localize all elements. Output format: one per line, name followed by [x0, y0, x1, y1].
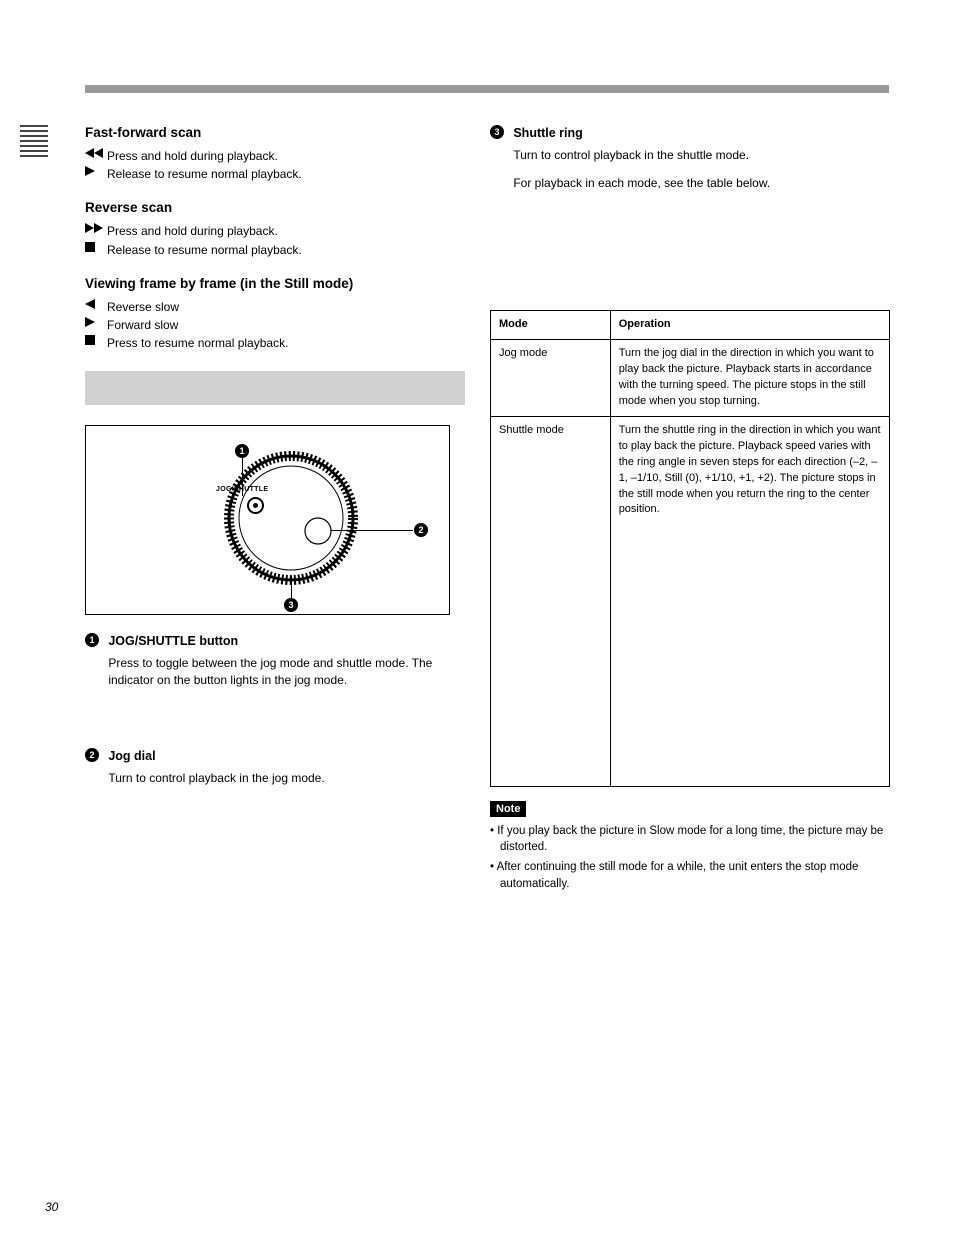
- callout-3-line: [291, 576, 292, 600]
- callout-2-bullet: 2: [414, 523, 428, 537]
- step-3-text1: Turn to control playback in the shuttle …: [513, 147, 883, 164]
- slow-right-text: Forward slow: [107, 317, 178, 333]
- jog-dial-graphic: [221, 448, 361, 588]
- note-1: If you play back the picture in Slow mod…: [490, 823, 890, 856]
- step-2-text: Turn to control playback in the jog mode…: [108, 770, 458, 787]
- step-3-text2: For playback in each mode, see the table…: [513, 175, 883, 192]
- fast-forward-icon: [85, 223, 107, 233]
- cell-jog-mode: Jog mode: [491, 340, 611, 417]
- page-number: 30: [45, 1200, 58, 1214]
- step-2-bullet: 2: [85, 748, 99, 762]
- play-icon: [85, 166, 107, 176]
- callout-3-bullet: 3: [284, 598, 298, 612]
- step-3-bullet: 3: [490, 125, 504, 139]
- reverse-scan-section: Reverse scan Press and hold during playb…: [85, 200, 465, 257]
- slow-section: Viewing frame by frame (in the Still mod…: [85, 276, 465, 352]
- right-column: 3 Shuttle ring Turn to control playback …: [490, 125, 890, 895]
- left-column: Fast-forward scan Press and hold during …: [85, 125, 465, 787]
- th-operation: Operation: [610, 311, 889, 340]
- reverse-row2-text: Release to resume normal playback.: [107, 242, 302, 258]
- step-fwd-icon: [85, 317, 107, 327]
- step-2: 2 Jog dial Turn to control playback in t…: [85, 748, 465, 786]
- stop-icon: [85, 242, 107, 252]
- stop-icon-2: [85, 335, 107, 345]
- th-mode: Mode: [491, 311, 611, 340]
- margin-hash-icon: [20, 125, 48, 157]
- step-1: 1 JOG/SHUTTLE button Press to toggle bet…: [85, 633, 465, 688]
- forward-row1-text: Press and hold during playback.: [107, 148, 278, 164]
- callout-2-line: [331, 530, 413, 531]
- forward-scan-heading: Fast-forward scan: [85, 125, 465, 140]
- section-band: [85, 371, 465, 405]
- step-1-heading: JOG/SHUTTLE button: [108, 633, 458, 651]
- step-2-heading: Jog dial: [108, 748, 458, 766]
- step-3-heading: Shuttle ring: [513, 125, 883, 143]
- note-badge: Note: [490, 801, 526, 817]
- slow-heading: Viewing frame by frame (in the Still mod…: [85, 276, 465, 291]
- forward-scan-section: Fast-forward scan Press and hold during …: [85, 125, 465, 182]
- step-1-bullet: 1: [85, 633, 99, 647]
- step-3: 3 Shuttle ring Turn to control playback …: [490, 125, 890, 192]
- note-list: If you play back the picture in Slow mod…: [490, 823, 890, 893]
- cell-jog-op: Turn the jog dial in the direction in wh…: [610, 340, 889, 417]
- top-separator-bar: [85, 85, 889, 93]
- cell-shuttle-mode: Shuttle mode: [491, 416, 611, 786]
- rewind-icon: [85, 148, 107, 158]
- mode-operation-table: Mode Operation Jog mode Turn the jog dia…: [490, 310, 890, 787]
- note-2: After continuing the still mode for a wh…: [490, 859, 890, 892]
- forward-row2-text: Release to resume normal playback.: [107, 166, 302, 182]
- slow-stop-text: Press to resume normal playback.: [107, 335, 288, 351]
- cell-shuttle-op: Turn the shuttle ring in the direction i…: [610, 416, 889, 786]
- slow-left-text: Reverse slow: [107, 299, 179, 315]
- step-back-icon: [85, 299, 107, 309]
- jog-shuttle-diagram: JOG/SHUTTLE 1 2 3: [85, 425, 450, 615]
- reverse-row1-text: Press and hold during playback.: [107, 223, 278, 239]
- step-1-text: Press to toggle between the jog mode and…: [108, 655, 458, 689]
- reverse-scan-heading: Reverse scan: [85, 200, 465, 215]
